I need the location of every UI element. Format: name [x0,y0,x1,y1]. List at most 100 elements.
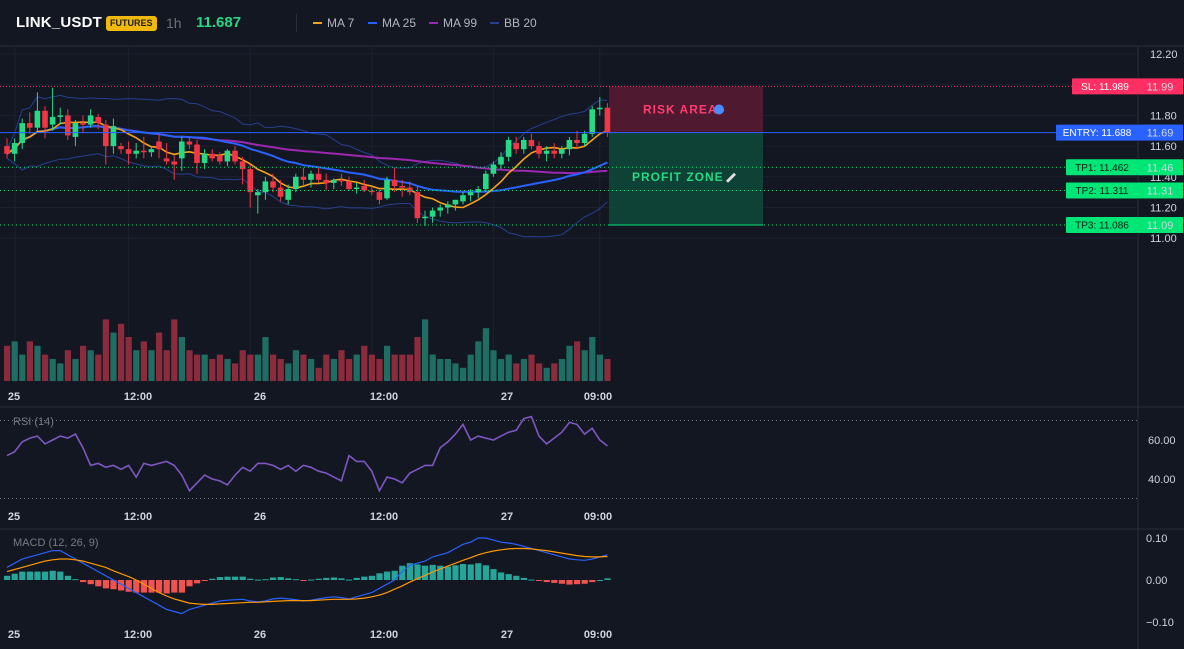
candle-body[interactable] [277,187,284,197]
volume-bar [277,359,284,381]
candle-body[interactable] [300,176,307,180]
candle-body[interactable] [118,146,124,150]
macd-histogram-bar [528,579,535,581]
timeframe-label[interactable]: 1h [166,15,182,31]
candle-body[interactable] [589,109,595,134]
candle-body[interactable] [72,123,79,137]
candle-body[interactable] [498,156,504,165]
candle-body[interactable] [87,115,94,125]
candle-body[interactable] [543,150,550,154]
candle-body[interactable] [110,126,117,147]
candle-body[interactable] [422,216,428,219]
candle-body[interactable] [270,181,276,188]
candle-body[interactable] [452,199,459,205]
candle-body[interactable] [285,189,291,200]
candle-body[interactable] [490,164,497,174]
candle-body[interactable] [141,150,147,153]
candle-body[interactable] [399,186,405,188]
time-axis-label: 27 [501,511,513,523]
volume-bar [498,359,505,381]
candle-body[interactable] [445,204,451,208]
macd-histogram-bar [558,580,565,584]
candle-body[interactable] [331,179,337,183]
candle-body[interactable] [239,161,246,170]
candle-body[interactable] [201,153,208,163]
candle-body[interactable] [338,179,345,182]
header-divider [296,14,297,32]
candle-body[interactable] [27,123,33,128]
candle-body[interactable] [391,179,398,187]
legend-bb20[interactable]: BB 20 [490,16,537,30]
symbol-title[interactable]: LINK_USDT [16,14,102,31]
candle-body[interactable] [209,153,215,159]
candle-body[interactable] [475,189,481,193]
candle-body[interactable] [232,150,238,162]
volume-bar [490,350,497,381]
candle-body[interactable] [247,169,253,193]
candle-body[interactable] [513,143,519,150]
candle-body[interactable] [597,107,603,110]
candle-body[interactable] [194,144,200,163]
macd-pane[interactable]: MACD (12, 26, 9) [4,537,611,615]
rsi-pane[interactable]: RSI (14) [0,415,1138,499]
candle-body[interactable] [369,190,375,193]
candle-body[interactable] [581,133,588,144]
candle-body[interactable] [460,195,466,202]
volume-bar [57,363,64,381]
candle-body[interactable] [262,181,269,193]
candle-body[interactable] [384,179,390,199]
candle-body[interactable] [11,143,18,154]
candle-body[interactable] [49,116,56,125]
candle-body[interactable] [255,192,261,196]
candle-body[interactable] [80,123,86,125]
candle-body[interactable] [95,116,101,124]
candle-body[interactable] [559,149,565,154]
legend-ma99[interactable]: MA 99 [429,16,477,30]
candle-body[interactable] [57,115,63,117]
candle-body[interactable] [528,139,535,147]
candle-body[interactable] [574,139,580,144]
candle-body[interactable] [148,149,155,153]
candle-body[interactable] [65,115,71,136]
candle-body[interactable] [133,150,139,154]
candle-body[interactable] [483,173,489,190]
candle-body[interactable] [323,179,329,183]
candle-body[interactable] [505,139,512,157]
candle-body[interactable] [467,192,474,196]
candle-body[interactable] [42,110,48,128]
candle-body[interactable] [224,150,231,162]
candle-body[interactable] [536,146,542,154]
candle-body[interactable] [315,173,322,180]
candle-body[interactable] [604,107,611,133]
candle-body[interactable] [361,186,367,191]
volume-bar [361,345,368,381]
candle-body[interactable] [179,141,185,159]
candle-body[interactable] [353,187,360,190]
time-axis-label: 12:00 [370,629,398,641]
candle-body[interactable] [346,181,352,190]
candle-body[interactable] [156,141,162,150]
legend-ma25[interactable]: MA 25 [368,16,416,30]
candle-body[interactable] [407,187,413,193]
candle-body[interactable] [414,192,421,219]
candle-body[interactable] [103,124,109,147]
candle-body[interactable] [217,155,223,162]
candle-body[interactable] [171,161,177,165]
macd-histogram-bar [399,565,406,580]
candle-body[interactable] [551,150,557,154]
candle-body[interactable] [34,110,41,128]
candle-body[interactable] [376,192,383,200]
candle-body[interactable] [163,158,170,162]
candle-body[interactable] [186,141,193,145]
candle-body[interactable] [4,146,10,154]
candle-body[interactable] [429,210,436,217]
candle-body[interactable] [125,149,132,154]
candle-body[interactable] [437,207,443,211]
candle-body[interactable] [308,173,314,180]
candle-body[interactable] [293,176,299,190]
candles[interactable] [4,87,611,226]
candle-body[interactable] [521,139,527,150]
candle-body[interactable] [566,139,573,150]
legend-ma7[interactable]: MA 7 [313,16,354,30]
